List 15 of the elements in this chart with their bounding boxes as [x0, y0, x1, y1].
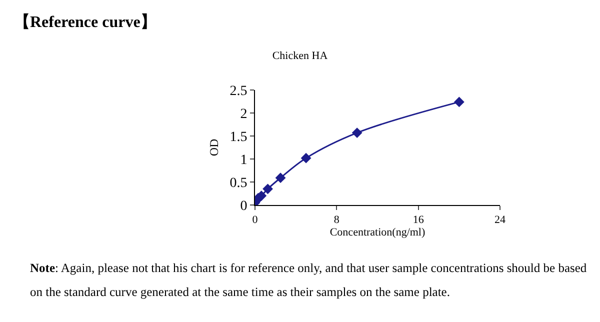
x-tick-label: 0	[252, 214, 258, 226]
x-tick-label: 24	[494, 214, 506, 226]
y-tick-label: 1	[240, 152, 248, 168]
text: 【Reference curve】	[14, 12, 156, 33]
text: Note: Again, please not that his chart is for reference only, and that user sample concentrations should be based on the standard curve generated at the same time as their samples on the same plate.	[30, 261, 587, 299]
x-tick-label: 16	[412, 214, 424, 226]
x-tick-label: 8	[334, 214, 340, 226]
y-tick-label: 2.5	[230, 84, 248, 99]
x-axis-title: Concentration(ng/ml)	[330, 226, 426, 238]
y-tick-label: 0.5	[230, 176, 248, 191]
chart-subtitle: Chicken HA	[272, 50, 328, 62]
y-tick-label: 0	[240, 198, 248, 214]
y-tick-label: 2	[240, 106, 248, 122]
y-tick-label: 1.5	[230, 130, 248, 145]
y-axis-title: OD	[207, 138, 221, 156]
